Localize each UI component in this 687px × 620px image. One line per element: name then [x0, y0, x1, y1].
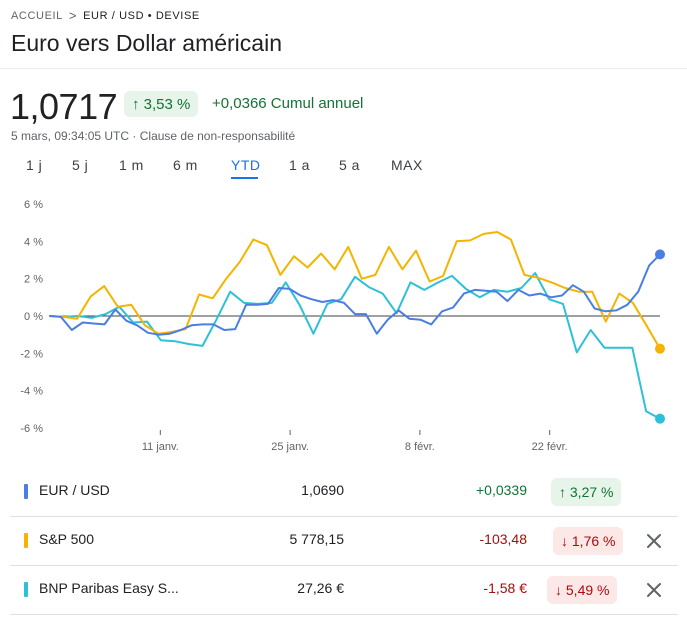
series-line: [49, 253, 661, 336]
tab-5y[interactable]: 5 a: [339, 157, 360, 173]
row-value: 5 778,15: [289, 531, 345, 547]
y-tick-label: 2 %: [24, 274, 43, 286]
series-color-swatch: [24, 582, 28, 597]
page-title: Euro vers Dollar américain: [11, 30, 282, 56]
breadcrumb-current: EUR / USD • DEVISE: [83, 9, 200, 22]
row-name: S&P 500: [39, 531, 95, 547]
row-change-percent: ↑ 3,27 %: [559, 484, 614, 500]
comparison-row-eurusd[interactable]: EUR / USD 1,0690 +0,0339 ↑ 3,27 %: [10, 467, 678, 517]
tab-ytd[interactable]: YTD: [231, 157, 261, 173]
active-tab-indicator: [231, 177, 258, 179]
row-name: EUR / USD: [39, 482, 110, 498]
series-line: [49, 272, 661, 420]
x-tick-label: 11 janv.: [142, 441, 179, 453]
breadcrumb: ACCUEIL > EUR / USD • DEVISE: [11, 8, 200, 23]
disclaimer-link[interactable]: Clause de non-responsabilité: [139, 129, 296, 143]
y-tick-label: -4 %: [20, 386, 43, 398]
row-name: BNP Paribas Easy S...: [39, 580, 179, 596]
row-value: 1,0690: [301, 482, 344, 498]
remove-comparison-close-icon[interactable]: [642, 529, 666, 553]
x-tick-label: 25 janv.: [271, 441, 309, 453]
chevron-right-icon: >: [68, 8, 78, 23]
row-change-value: -103,48: [479, 531, 527, 547]
series-color-swatch: [24, 533, 28, 548]
timestamp-separator: ·: [129, 129, 140, 143]
row-change-badge: ↓ 5,49 %: [547, 576, 618, 604]
row-change-percent: ↓ 1,76 %: [561, 533, 616, 549]
ytd-change-percent: ↑ 3,53 %: [132, 95, 191, 113]
tab-max[interactable]: MAX: [391, 157, 423, 173]
time-range-tabs: 1 j 5 j 1 m 6 m YTD 1 a 5 a MAX: [0, 157, 460, 179]
series-end-marker: [655, 413, 665, 424]
row-value: 27,26 €: [297, 580, 344, 596]
row-change-badge: ↑ 3,27 %: [551, 478, 622, 506]
comparison-row-sp500[interactable]: S&P 500 5 778,15 -103,48 ↓ 1,76 %: [10, 516, 678, 566]
breadcrumb-home-link[interactable]: ACCUEIL: [11, 9, 63, 22]
current-price: 1,0717: [10, 86, 118, 127]
tab-1m[interactable]: 1 m: [119, 157, 144, 173]
y-tick-label: 0 %: [24, 311, 43, 323]
comparison-line-chart: 6 % 4 % 2 % 0 % -2 % -4 % -6 % 11 janv. 25 janv.…: [20, 199, 665, 453]
tab-6m[interactable]: 6 m: [173, 157, 198, 173]
series-color-swatch: [24, 484, 28, 499]
y-tick-label: -6 %: [20, 423, 43, 435]
x-tick-label: 22 févr.: [532, 441, 568, 453]
y-tick-label: 6 %: [24, 199, 43, 211]
row-change-percent: ↓ 5,49 %: [555, 582, 610, 598]
y-tick-label: 4 %: [24, 236, 43, 248]
y-tick-label: -2 %: [20, 348, 43, 360]
header-divider: [0, 68, 687, 69]
tab-1y[interactable]: 1 a: [289, 157, 310, 173]
row-change-value: +0,0339: [476, 482, 527, 498]
row-change-value: -1,58 €: [483, 580, 527, 596]
ytd-change-value: +0,0366 Cumul annuel: [212, 95, 364, 112]
ytd-change-badge: ↑ 3,53 %: [124, 91, 199, 117]
tab-5d[interactable]: 5 j: [72, 157, 89, 173]
remove-comparison-close-icon[interactable]: [642, 578, 666, 602]
series-end-marker: [655, 249, 665, 260]
quote-timestamp: 5 mars, 09:34:05 UTC: [11, 129, 130, 143]
series-end-marker: [655, 343, 665, 354]
row-change-badge: ↓ 1,76 %: [553, 527, 624, 555]
series-line: [49, 231, 661, 350]
comparison-row-bnp[interactable]: BNP Paribas Easy S... 27,26 € -1,58 € ↓ …: [10, 565, 678, 615]
quote-timestamp-line: 5 mars, 09:34:05 UTC · Clause de non-res…: [11, 129, 295, 143]
tab-1d[interactable]: 1 j: [26, 157, 43, 173]
x-tick-label: 8 févr.: [405, 441, 435, 453]
